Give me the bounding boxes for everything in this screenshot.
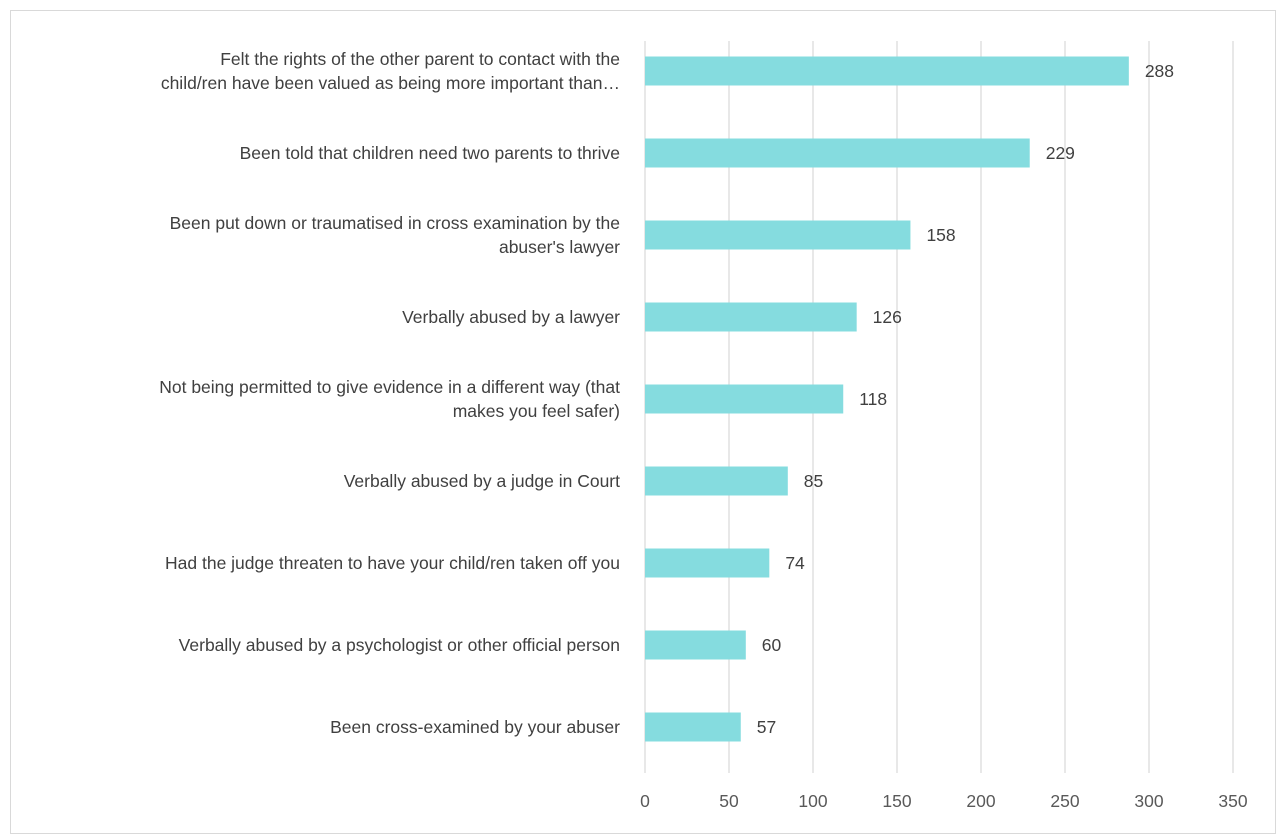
x-tick-label: 150 [882,791,911,811]
x-tick-label: 200 [966,791,995,811]
data-label: 57 [757,717,776,737]
data-label: 126 [873,307,902,327]
bar [645,220,911,250]
bar [645,548,770,578]
x-tick-label: 350 [1218,791,1247,811]
bar [645,630,746,660]
category-label: Verbally abused by a psychologist or oth… [179,635,620,655]
data-label: 158 [926,225,955,245]
x-tick-label: 250 [1050,791,1079,811]
bar [645,138,1030,168]
data-label: 60 [762,635,782,655]
bar [645,466,788,496]
category-label: Been told that children need two parents… [240,143,620,163]
bar [645,712,741,742]
x-tick-label: 0 [640,791,650,811]
bar [645,302,857,332]
bar [645,384,844,414]
category-label: Had the judge threaten to have your chil… [165,553,620,573]
category-label: Been put down or traumatised in cross ex… [170,213,620,233]
category-label: child/ren have been valued as being more… [161,73,620,93]
category-label: makes you feel safer) [453,401,620,421]
bar-chart: 0 50 100 150 200 250 300 350 288 Felt the rights … [159,41,1248,811]
x-tick-label: 100 [798,791,827,811]
category-label: Verbally abused by a lawyer [402,307,620,327]
data-label: 229 [1046,143,1075,163]
data-label: 288 [1145,61,1174,81]
x-tick-label: 300 [1134,791,1163,811]
category-label: Not being permitted to give evidence in … [159,377,620,397]
chart-frame: 0 50 100 150 200 250 300 350 288 Felt the rights … [10,10,1276,834]
bar [645,56,1129,86]
category-label: Felt the rights of the other parent to c… [220,49,620,69]
data-label: 118 [859,389,887,409]
x-tick-label: 50 [719,791,739,811]
category-label: Been cross-examined by your abuser [330,717,620,737]
data-label: 74 [785,553,805,573]
data-label: 85 [804,471,823,491]
category-label: Verbally abused by a judge in Court [344,471,620,491]
category-label: abuser's lawyer [499,237,620,257]
